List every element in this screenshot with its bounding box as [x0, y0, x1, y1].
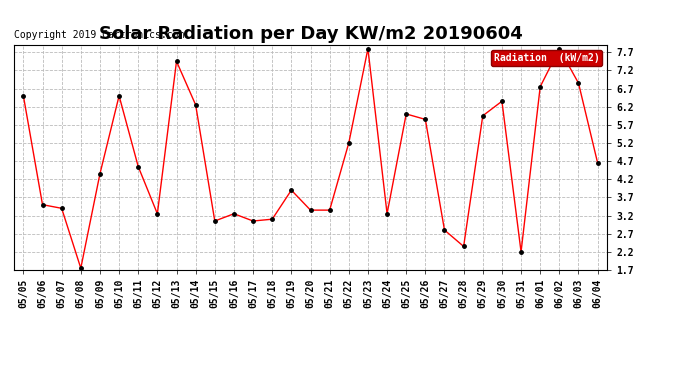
Text: Copyright 2019 Cartronics.com: Copyright 2019 Cartronics.com — [14, 30, 184, 40]
Legend: Radiation  (kW/m2): Radiation (kW/m2) — [491, 50, 602, 66]
Title: Solar Radiation per Day KW/m2 20190604: Solar Radiation per Day KW/m2 20190604 — [99, 26, 522, 44]
